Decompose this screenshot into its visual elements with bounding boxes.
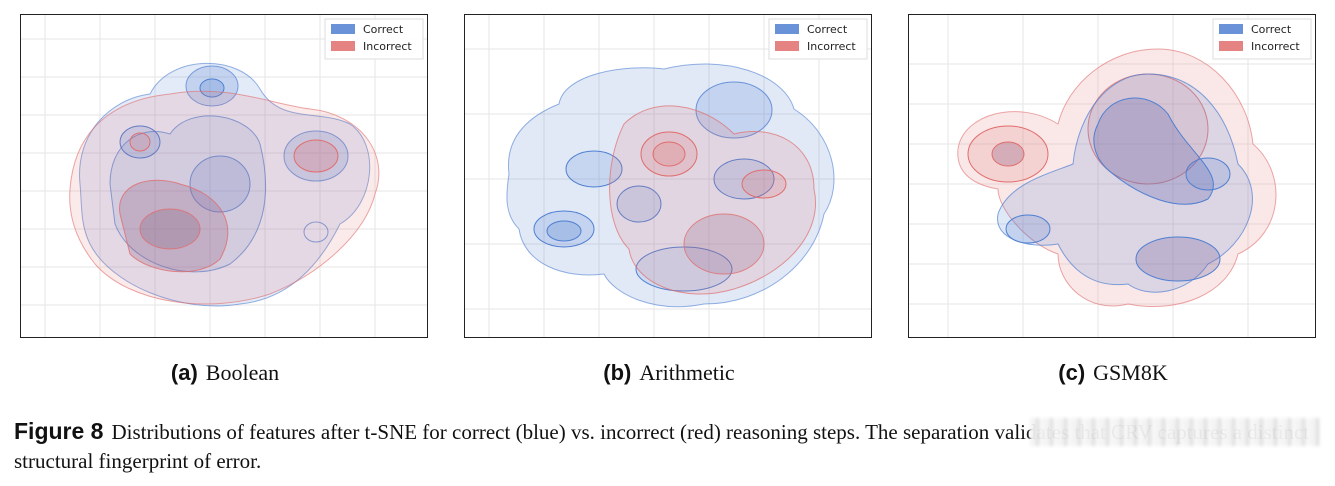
subplot-caption-c: (c) GSM8K: [908, 360, 1318, 386]
legend-label-correct: Correct: [807, 23, 848, 36]
legend-swatch-incorrect: [775, 41, 799, 51]
density-correct: [997, 73, 1253, 293]
legend: Correct Incorrect: [324, 18, 424, 60]
chart-panel-arithmetic: Correct Incorrect: [464, 14, 874, 340]
chart-panel-gsm8k: Correct Incorrect: [908, 14, 1318, 340]
kde-plot-gsm8k: Correct Incorrect: [908, 14, 1316, 338]
legend-swatch-correct: [1219, 24, 1243, 34]
subplot-caption-a: (a) Boolean: [20, 360, 430, 386]
legend-label-correct: Correct: [363, 23, 404, 36]
legend: Correct Incorrect: [1212, 18, 1312, 60]
subplot-title: Boolean: [205, 360, 280, 385]
density-correct: [506, 63, 835, 308]
density-incorrect: [609, 105, 816, 295]
subplot-title: GSM8K: [1093, 360, 1168, 385]
subplot-caption-b: (b) Arithmetic: [464, 360, 874, 386]
legend-label-incorrect: Incorrect: [363, 40, 412, 53]
figure-label: Figure 8: [14, 418, 104, 444]
kde-plot-arithmetic: Correct Incorrect: [464, 14, 872, 338]
legend-swatch-correct: [775, 24, 799, 34]
legend-label-correct: Correct: [1251, 23, 1292, 36]
subplot-label: (c): [1058, 360, 1086, 385]
legend: Correct Incorrect: [768, 18, 868, 60]
legend-swatch-correct: [331, 24, 355, 34]
kde-plot-boolean: Correct Incorrect: [20, 14, 428, 338]
legend-swatch-incorrect: [1219, 41, 1243, 51]
chart-panel-boolean: Correct Incorrect: [20, 14, 430, 340]
legend-label-incorrect: Incorrect: [807, 40, 856, 53]
legend-label-incorrect: Incorrect: [1251, 40, 1300, 53]
subplot-label: (a): [170, 360, 198, 385]
legend-swatch-incorrect: [331, 41, 355, 51]
subplot-title: Arithmetic: [639, 360, 735, 385]
subplot-label: (b): [603, 360, 632, 385]
blurred-overlay: [1030, 418, 1320, 446]
density-incorrect: [69, 90, 380, 305]
grid-lines: [465, 15, 871, 337]
grid-lines: [21, 15, 427, 337]
